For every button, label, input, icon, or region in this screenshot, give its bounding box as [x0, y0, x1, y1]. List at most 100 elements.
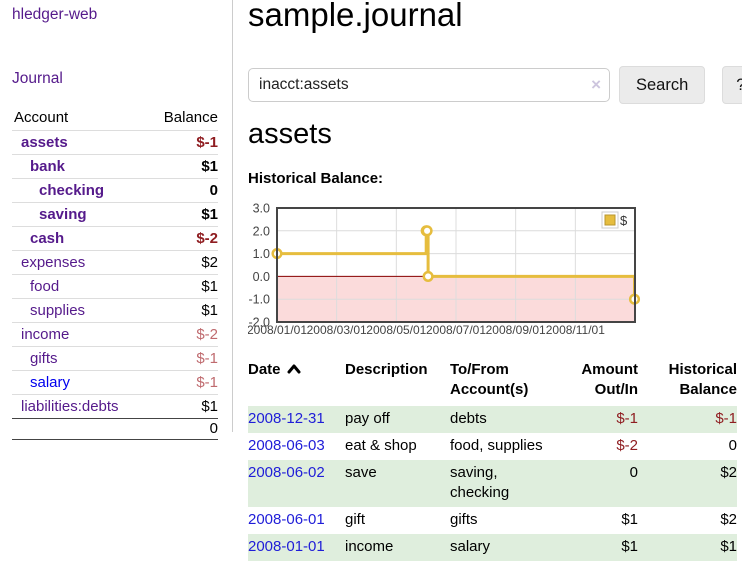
transaction-date-link[interactable]: 2008-01-01 — [248, 538, 325, 555]
chart-border — [276, 207, 636, 323]
accounts-body: assets $-1 bank $1 checking 0 saving $1 … — [12, 130, 218, 419]
account-name-cell: checking — [12, 178, 149, 203]
account-name-cell: saving — [12, 202, 149, 227]
account-row: liabilities:debts $1 — [12, 394, 218, 419]
account-balance: $1 — [148, 154, 218, 179]
account-name-cell: income — [12, 322, 149, 347]
register-date-cell: 2008-12-31 — [248, 406, 345, 433]
chart-xtick-label: 2008/11/01 — [546, 323, 605, 337]
account-link[interactable]: salary — [30, 374, 71, 391]
register-balance-cell: $2 — [720, 511, 737, 528]
account-link[interactable]: checking — [39, 182, 105, 199]
chart-ytick-label: 0.0 — [253, 270, 270, 284]
account-name-cell: liabilities:debts — [12, 394, 149, 419]
chart-data-point — [422, 270, 434, 282]
account-row: cash $-2 — [12, 226, 218, 251]
account-link[interactable]: cash — [30, 230, 65, 247]
register-balance-cell: $1 — [720, 538, 737, 555]
chart-ytick-label: 3.0 — [253, 202, 270, 216]
account-link[interactable]: saving — [39, 206, 87, 223]
account-balance: $1 — [148, 394, 218, 419]
chart-ytick-label: 1.0 — [253, 247, 270, 261]
chart-xtick-label: 2008/01/01 — [248, 323, 307, 337]
account-name-cell: expenses — [12, 250, 149, 275]
account-balance: $-1 — [148, 370, 218, 395]
accounts-header-row: Account Balance — [12, 106, 218, 131]
transaction-date-link[interactable]: 2008-06-03 — [248, 437, 325, 454]
register-header-date[interactable]: Date — [248, 358, 345, 406]
register-description-cell: income — [345, 538, 394, 555]
register-accounts-cell: gifts — [450, 511, 478, 528]
transaction-date-link[interactable]: 2008-12-31 — [248, 410, 325, 427]
accounts-table: Account Balance assets $-1 bank $1 check… — [12, 106, 218, 440]
help-button[interactable]: ? — [722, 66, 742, 104]
account-balance: $2 — [148, 250, 218, 275]
account-balance: $-1 — [148, 130, 218, 155]
chart-xtick-label: 2008/09/01 — [486, 323, 546, 337]
register-amount-cell: $1 — [621, 511, 638, 528]
account-name-cell: assets — [12, 130, 149, 155]
account-link[interactable]: food — [30, 278, 60, 295]
transaction-date-link[interactable]: 2008-06-01 — [248, 511, 325, 528]
register-accounts-cell: debts — [450, 410, 487, 427]
search-input[interactable] — [248, 68, 610, 102]
register-amount-cell: $-1 — [616, 410, 638, 427]
chart-title: Historical Balance: — [248, 170, 384, 187]
account-name-cell: gifts — [12, 346, 149, 371]
accounts-total-spacer — [12, 418, 149, 440]
page-title: sample.journal — [248, 0, 463, 33]
register-accounts-cell: food, supplies — [450, 437, 543, 454]
account-link[interactable]: assets — [21, 134, 68, 151]
account-link[interactable]: expenses — [21, 254, 86, 271]
register-balance-cell: $-1 — [715, 410, 737, 427]
account-row: saving $1 — [12, 202, 218, 227]
account-name-cell: bank — [12, 154, 149, 179]
register-accounts-cell: saving, checking — [450, 464, 510, 501]
sidebar: hledger-web Journal Account Balance asse… — [0, 0, 233, 440]
chart-data-point — [421, 225, 433, 237]
register-header-description: Description — [345, 361, 428, 378]
account-link[interactable]: gifts — [30, 350, 58, 367]
register-row: 2008-01-01 income salary $1 $1 — [248, 534, 737, 561]
chart-ytick-label: 2.0 — [253, 224, 270, 238]
accounts-total-row: 0 — [12, 418, 218, 440]
account-link[interactable]: bank — [30, 158, 66, 175]
clear-search-icon[interactable]: × — [591, 75, 601, 95]
app-brand-link[interactable]: hledger-web — [12, 6, 98, 23]
account-name-cell: food — [12, 274, 149, 299]
chart-xtick-label: 2008/03/01 — [307, 323, 367, 337]
register-balance-cell: $2 — [720, 464, 737, 481]
account-row: food $1 — [12, 274, 218, 299]
account-balance: $1 — [148, 298, 218, 323]
search-row: × Search ? — [248, 66, 742, 104]
account-link[interactable]: income — [21, 326, 70, 343]
chart-ytick-label: -2.0 — [248, 316, 270, 330]
account-name-cell: supplies — [12, 298, 149, 323]
register-header-account: To/From Account(s) — [450, 361, 529, 398]
account-balance: $-1 — [148, 346, 218, 371]
chart-xtick-label: 2008/07/01 — [426, 323, 486, 337]
register-description-cell: save — [345, 464, 377, 481]
register-row: 2008-12-31 pay off debts $-1 $-1 — [248, 406, 737, 433]
transaction-date-link[interactable]: 2008-06-02 — [248, 464, 325, 481]
register-date-cell: 2008-06-01 — [248, 507, 345, 534]
register-date-cell: 2008-01-01 — [248, 534, 345, 561]
register-amount-cell: $-2 — [616, 437, 638, 454]
search-box: × — [248, 68, 610, 102]
nav-journal-link[interactable]: Journal — [12, 70, 63, 87]
register-date-cell: 2008-06-02 — [248, 460, 345, 507]
account-name-cell: cash — [12, 226, 149, 251]
chart-ytick-label: -1.0 — [248, 293, 270, 307]
register-amount-cell: $1 — [621, 538, 638, 555]
search-button[interactable]: Search — [619, 66, 706, 104]
register-amount-cell: 0 — [629, 464, 638, 481]
register-date-cell: 2008-06-03 — [248, 433, 345, 460]
account-row: assets $-1 — [12, 130, 218, 155]
account-link[interactable]: liabilities:debts — [21, 398, 119, 415]
account-link[interactable]: supplies — [30, 302, 86, 319]
register-row: 2008-06-02 save saving, checking 0 $2 — [248, 460, 737, 507]
accounts-total-balance: 0 — [148, 418, 218, 440]
account-balance: $1 — [148, 274, 218, 299]
account-balance: $1 — [148, 202, 218, 227]
